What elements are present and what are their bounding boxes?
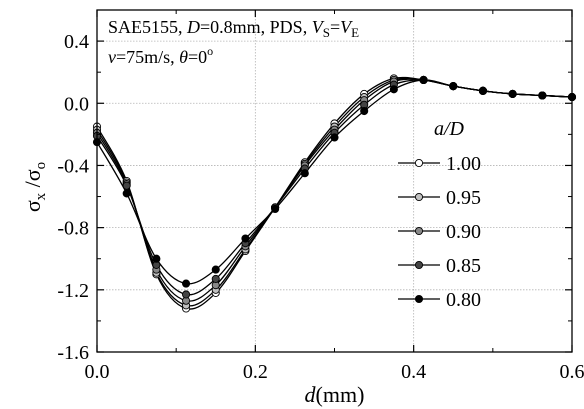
- data-point-0.80: [152, 254, 161, 263]
- annotation-text: =: [330, 17, 340, 37]
- data-point-0.80: [360, 106, 369, 116]
- y-tick-label: -1.2: [57, 280, 89, 302]
- data-point-0.80: [389, 85, 398, 94]
- data-point-0.80: [538, 91, 547, 100]
- y-tick-label: -1.6: [57, 342, 89, 364]
- x-axis-label: d(mm): [305, 382, 365, 407]
- x-tick-label: 0.2: [243, 361, 268, 383]
- annotation-line-1: SAE5155, D=0.8mm, PDS, VS=VE: [108, 17, 359, 40]
- legend-marker-0.85: [414, 260, 424, 270]
- series-markers: [92, 74, 577, 313]
- legend-title-text: a: [434, 118, 444, 140]
- legend-label-0.90: 0.90: [446, 221, 481, 243]
- data-point-0.80: [271, 204, 280, 214]
- data-point-0.80: [508, 89, 517, 98]
- x-axis-title: d(mm): [305, 382, 365, 407]
- legend-marker-0.80: [414, 294, 424, 304]
- chart-annotation: SAE5155, D=0.8mm, PDS, VS=VEv=75m/s, θ=0…: [108, 17, 359, 67]
- legend-label-1.00: 1.00: [446, 153, 481, 175]
- x-tick-label: 0.6: [560, 361, 584, 383]
- data-point-0.80: [478, 86, 487, 95]
- axis-ticks: 0.0 0.2 0.4 0.6 -1.6 -1.2 -0.8 -0.4 0.0 0.4: [57, 10, 584, 383]
- y-axis-text: o: [33, 162, 49, 170]
- legend-label-0.85: 0.85: [446, 255, 481, 277]
- x-tick-label: 0.0: [85, 361, 110, 383]
- annotation-text: S: [323, 25, 330, 40]
- annotation-text: E: [351, 25, 359, 40]
- data-point-0.80: [419, 75, 428, 85]
- y-axis-text: σ: [20, 200, 45, 212]
- y-axis-title: σx /σo: [20, 162, 49, 212]
- data-point-0.80: [300, 169, 309, 178]
- data-point-0.85: [182, 290, 191, 299]
- annotation-text: =75m/s,: [116, 47, 179, 67]
- data-point-0.80: [211, 265, 220, 274]
- annotation-text: V: [312, 17, 325, 37]
- data-point-0.80: [449, 82, 458, 91]
- y-axis-label: σx /σo: [20, 162, 49, 212]
- data-point-0.80: [182, 279, 191, 288]
- y-tick-label: 0.0: [64, 93, 89, 115]
- data-point-0.80: [241, 234, 250, 243]
- annotation-line-2: v=75m/s, θ=0o: [108, 44, 213, 67]
- legend-label-0.95: 0.95: [446, 187, 481, 209]
- x-axis-text: (mm): [316, 382, 365, 407]
- x-tick-label: 0.4: [401, 361, 426, 383]
- data-point-0.85: [211, 274, 220, 283]
- annotation-text: V: [340, 17, 353, 37]
- y-axis-text: x: [33, 192, 49, 200]
- legend-title-text: /D: [443, 118, 465, 140]
- annotation-text: θ: [179, 47, 188, 67]
- x-axis-text: d: [305, 382, 317, 407]
- annotation-text: D: [186, 17, 200, 37]
- legend-label-0.80: 0.80: [446, 289, 481, 311]
- legend-marker-0.90: [414, 226, 424, 236]
- annotation-text: =0: [188, 47, 207, 67]
- annotation-text: =0.8mm, PDS,: [200, 17, 312, 37]
- legend: a/D 1.00 0.95 0.90 0.85 0.80: [398, 118, 481, 311]
- annotation-text: v: [108, 47, 116, 67]
- legend-marker-0.95: [414, 192, 424, 202]
- y-tick-label: 0.4: [64, 31, 89, 53]
- data-point-0.80: [330, 133, 339, 142]
- data-point-0.80: [122, 189, 131, 198]
- data-point-0.85: [122, 181, 131, 190]
- legend-title: a/D: [434, 118, 465, 140]
- annotation-text: o: [207, 44, 213, 58]
- y-axis-text: σ: [20, 169, 45, 181]
- y-tick-label: -0.4: [57, 155, 89, 177]
- annotation-text: SAE5155,: [108, 17, 187, 37]
- y-axis-text: /: [20, 180, 45, 193]
- legend-marker-1.00: [414, 158, 424, 168]
- y-tick-label: -0.8: [57, 218, 89, 240]
